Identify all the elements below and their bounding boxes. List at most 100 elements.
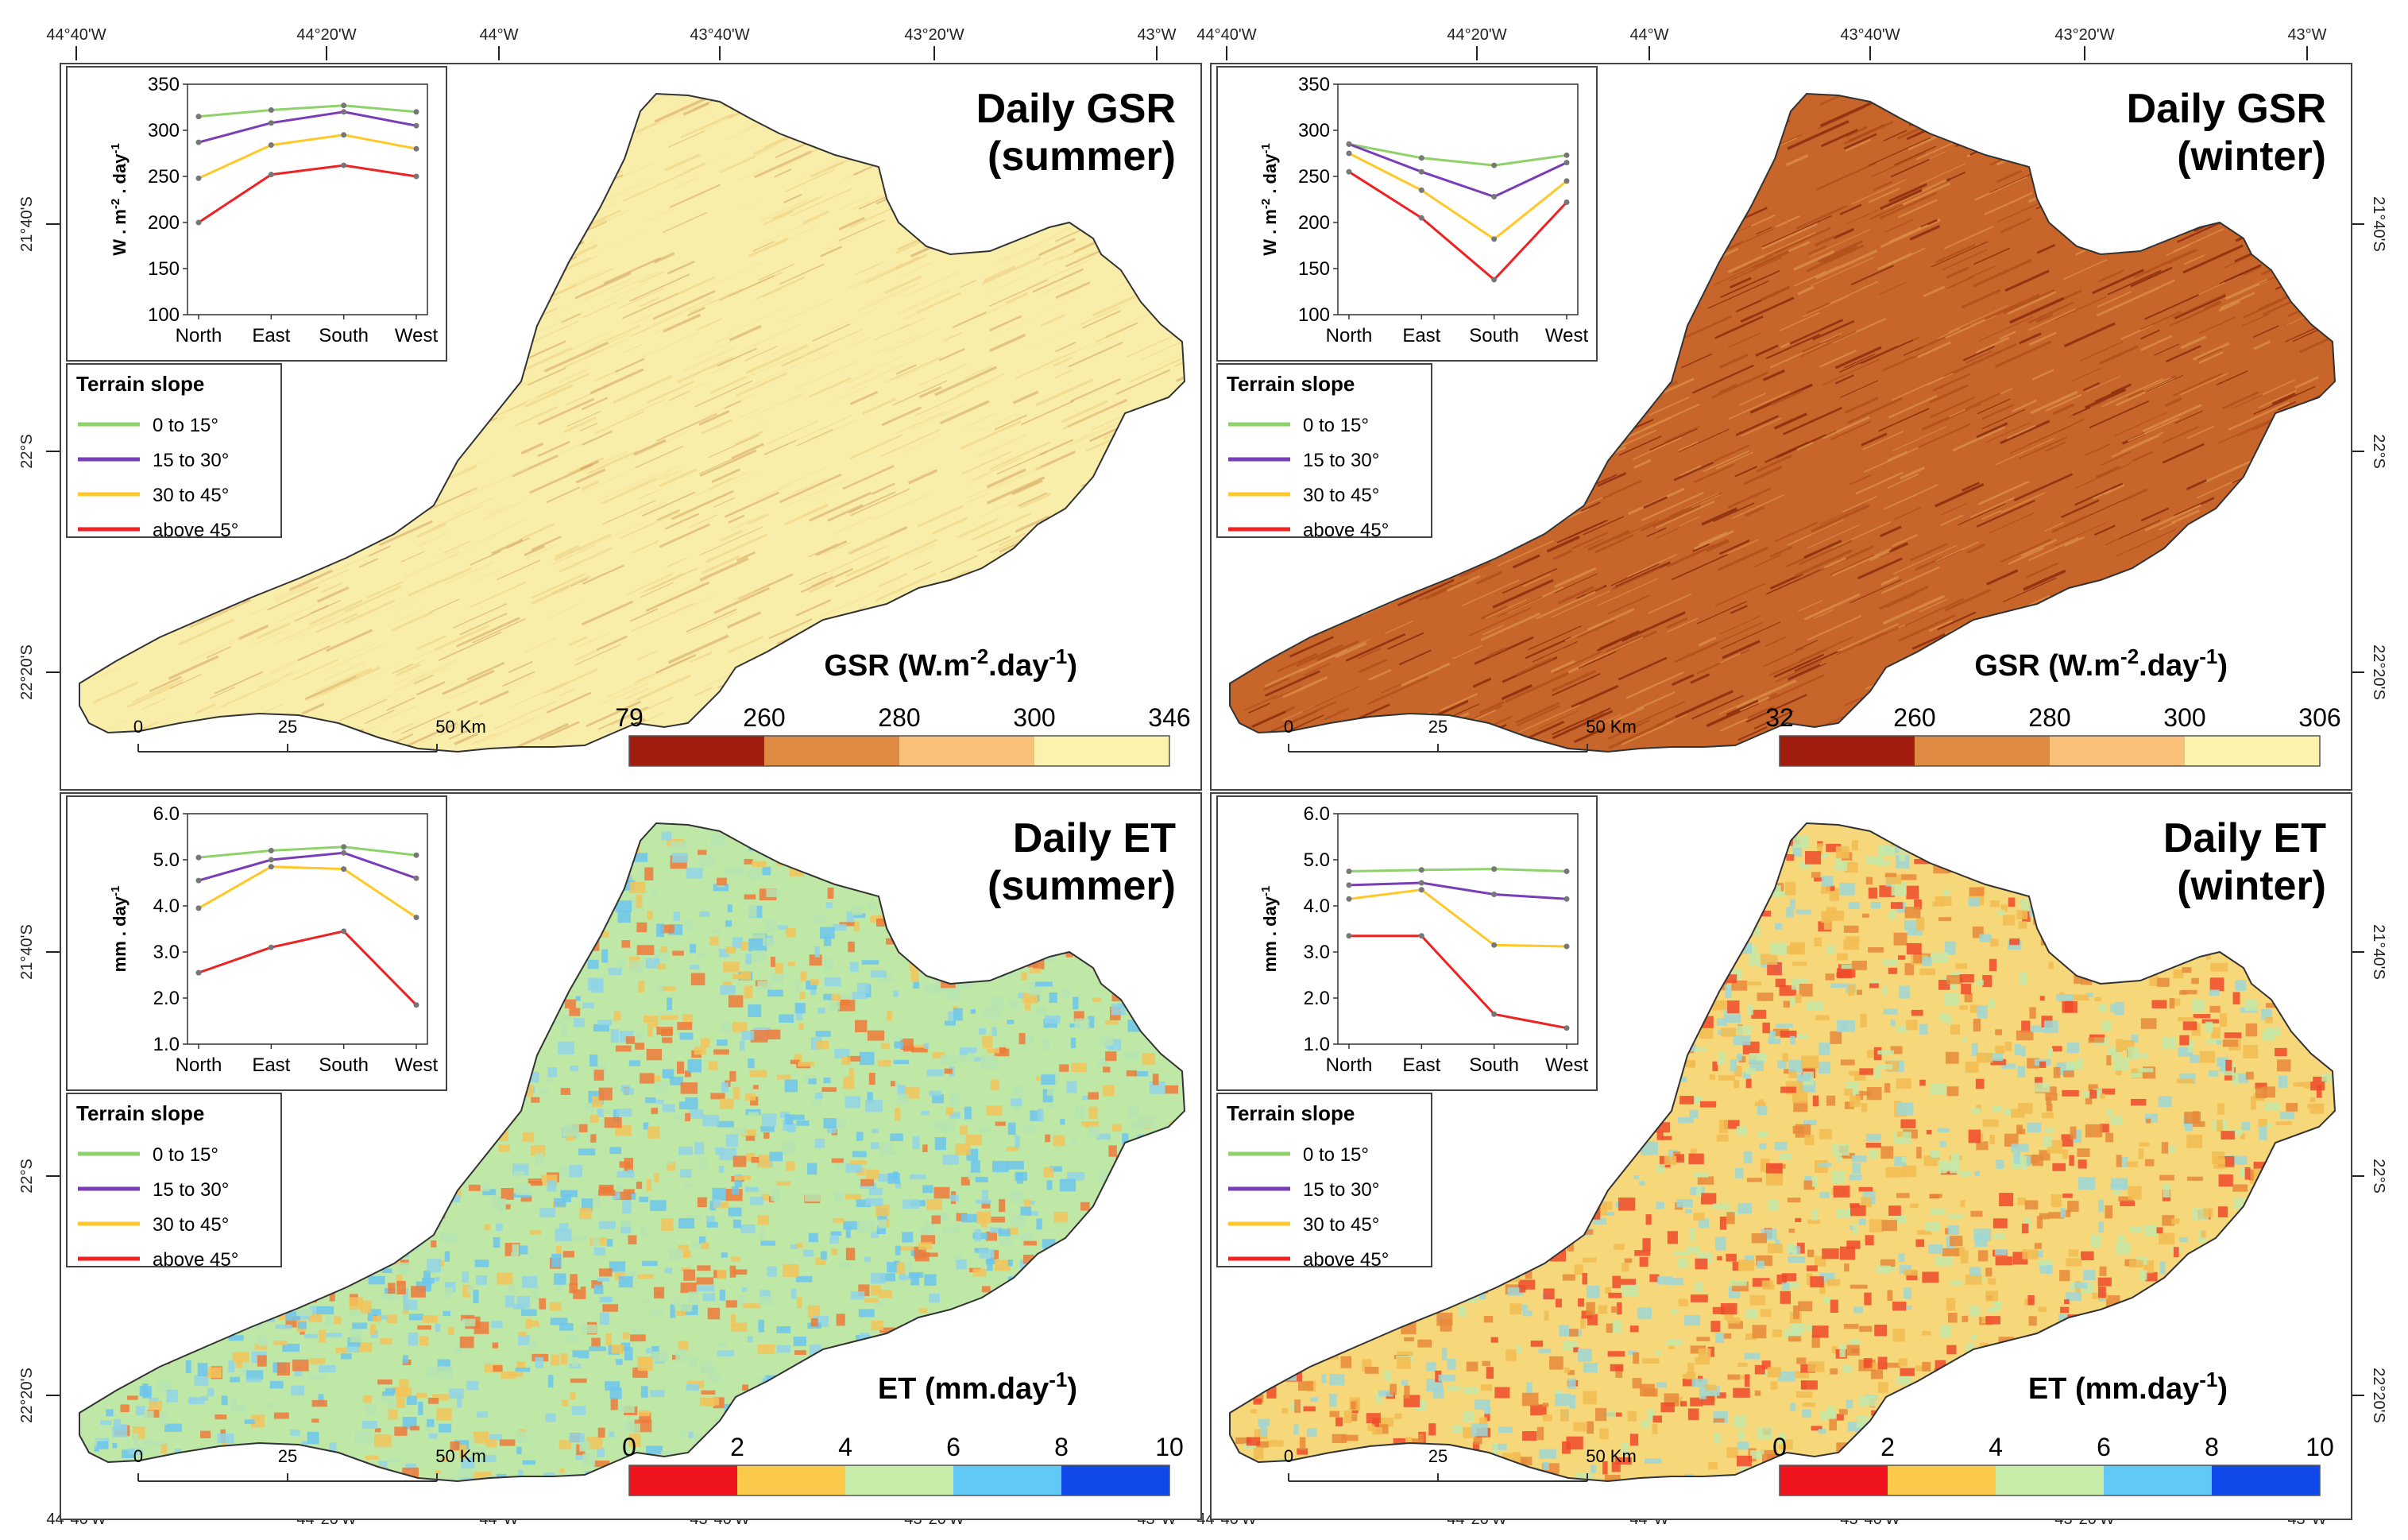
relief-stroke [1038,238,1076,257]
relief-stroke [2051,515,2087,533]
relief-stroke [694,687,713,697]
relief-stroke [1948,304,2009,333]
colorbar-frame [628,735,1170,767]
relief-stroke [657,103,702,125]
relief-stroke [1743,466,1783,486]
relief-stroke [2144,504,2202,532]
relief-stroke [825,237,854,251]
relief-stroke [1468,606,1532,637]
relief-stroke [645,581,709,613]
relief-stroke [2220,292,2255,309]
relief-stroke [1714,315,1764,339]
relief-stroke [962,412,996,429]
relief-stroke [1718,540,1750,555]
relief-stroke [1656,528,1679,539]
relief-stroke [2061,499,2100,519]
relief-stroke [1965,350,1992,364]
raster-patch [852,1151,867,1158]
relief-stroke [1794,649,1841,672]
raster-patch [380,1338,392,1345]
raster-patch [795,1243,803,1248]
relief-stroke [784,393,804,404]
relief-stroke [274,617,331,645]
raster-patch [706,1221,718,1228]
relief-stroke [1768,648,1829,677]
relief-stroke [1552,673,1601,696]
raster-patch [515,1367,531,1372]
data-point [1491,162,1498,168]
relief-stroke [583,450,629,473]
relief-stroke [1995,438,2054,466]
relief-stroke [568,636,588,647]
relief-stroke [655,653,697,674]
raster-patch [458,1477,474,1481]
relief-stroke [1819,244,1857,264]
lon-label-top: 43°20'W [2054,26,2114,44]
raster-patch [1074,1018,1090,1031]
relief-stroke [1020,400,1075,426]
relief-stroke [1814,609,1834,619]
series-line-4 [1348,170,1568,281]
relief-stroke [1397,578,1455,606]
relief-stroke [656,412,717,442]
raster-patch [694,1047,706,1055]
relief-stroke [1819,94,1854,106]
inset-chart-frame [66,66,447,362]
relief-stroke [1803,296,1849,318]
relief-stroke [846,370,874,385]
raster-patch [194,1375,209,1387]
relief-stroke [1632,436,1682,461]
relief-stroke [1618,435,1662,456]
relief-stroke [1729,257,1782,281]
relief-stroke [252,629,286,646]
raster-patch [949,1093,960,1106]
relief-stroke [738,408,760,419]
raster-patch [1088,1016,1095,1028]
relief-stroke [1787,119,1849,150]
raster-patch [823,993,834,1000]
relief-stroke [1773,226,1832,254]
relief-stroke [751,420,768,428]
relief-stroke [1859,626,1900,646]
relief-stroke [602,500,656,525]
relief-stroke [1851,179,1907,205]
relief-stroke [350,643,376,656]
map-title-line1: Daily GSR [976,86,1176,132]
relief-stroke [544,298,588,319]
raster-patch [615,1272,626,1280]
raster-patch [599,1297,613,1302]
relief-stroke [966,480,1006,500]
raster-patch [757,1215,770,1225]
relief-stroke [2294,376,2319,389]
relief-stroke [1719,269,1780,299]
raster-patch [484,1364,501,1373]
relief-stroke [578,522,642,552]
data-point [1491,277,1498,283]
data-point [341,109,347,115]
lat-label-left: 22°S [18,434,36,469]
relief-stroke [404,528,422,537]
relief-stroke [1770,389,1804,406]
relief-stroke [1830,554,1875,576]
relief-stroke [1610,563,1660,586]
relief-stroke [2019,332,2042,345]
raster-patch [705,1216,715,1222]
raster-patch [346,1346,360,1352]
raster-patch [853,921,860,932]
raster-patch [794,1054,802,1062]
raster-patch [718,1166,725,1173]
relief-stroke [635,471,674,490]
relief-stroke [1129,357,1183,383]
relief-stroke [168,655,219,680]
relief-stroke [1942,249,1988,271]
raster-patch [845,1096,860,1109]
raster-patch [970,1008,976,1014]
relief-stroke [551,575,591,595]
relief-stroke [575,468,606,484]
raster-patch [528,1178,542,1185]
relief-stroke [1897,613,1956,642]
raster-patch [876,974,894,982]
relief-stroke [802,210,829,225]
relief-stroke [673,595,714,615]
raster-patch [493,1365,503,1372]
